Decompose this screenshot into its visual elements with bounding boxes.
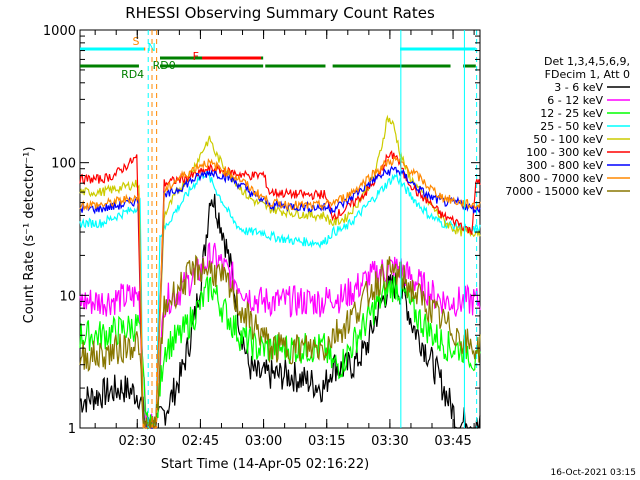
legend-entry-label: 100 - 300 keV [526,146,603,159]
legend-header-line-1: Det 1,3,4,5,6,9, [544,55,630,68]
x-tick-label: 03:15 [308,434,345,449]
flag-label: RD0 [153,59,176,72]
series-line [79,155,481,429]
y-tick-label: 1000 [43,24,76,39]
flag-label: RD4 [121,68,144,81]
legend-entry-label: 300 - 800 keV [526,159,603,172]
x-axis-label: Start Time (14-Apr-05 02:16:22) [161,457,369,472]
flag-label: S [133,35,140,48]
series-line [79,254,481,429]
flag-lines: RD4 RD0 F S N [80,35,476,81]
legend-entry-label: 12 - 25 keV [540,107,603,120]
legend-header-line-2: FDecim 1, Att 0 [545,68,630,81]
y-tick-label: 100 [51,157,76,172]
flag-label: F [193,50,199,63]
legend-entry-label: 7000 - 15000 keV [505,185,603,198]
series-layer [79,114,481,431]
footer-timestamp: 16-Oct-2021 03:15 [551,468,636,478]
legend-entry-label: 3 - 6 keV [554,81,603,94]
y-axis-label: Count Rate (s⁻¹ detector⁻¹) [22,147,37,324]
plot-frame [79,29,481,429]
legend-entry-label: 800 - 7000 keV [519,172,603,185]
y-tick-label: 1 [68,422,76,437]
x-tick-label: 03:30 [371,434,408,449]
x-axis: 02:30 02:45 03:00 03:15 03:30 03:45 [94,30,475,449]
y-axis: 1 10 100 1000 [43,24,480,437]
chart-title: RHESSI Observing Summary Count Rates [125,4,435,22]
vertical-markers [147,30,478,428]
legend-entry-label: 50 - 100 keV [533,133,603,146]
flag-label: N [147,41,155,54]
x-tick-label: 02:45 [182,434,219,449]
legend: Det 1,3,4,5,6,9, FDecim 1, Att 0 3 - 6 k… [505,55,630,198]
plot-area [79,29,481,429]
legend-entry-label: 25 - 50 keV [540,120,603,133]
legend-entry-label: 6 - 12 keV [547,94,603,107]
x-tick-label: 03:45 [434,434,471,449]
y-tick-label: 10 [59,289,76,304]
x-tick-label: 03:00 [245,434,282,449]
x-tick-label: 02:30 [119,434,156,449]
